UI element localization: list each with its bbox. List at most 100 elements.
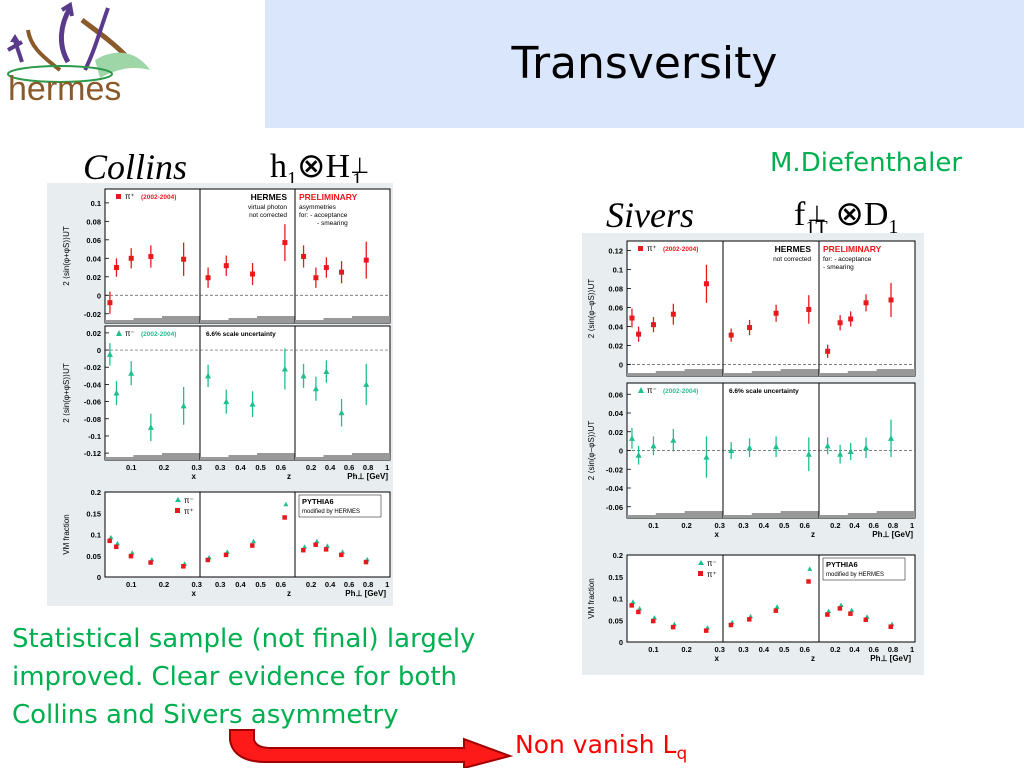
- vm-point-pi-plus: [848, 611, 853, 616]
- vm-point-pi-minus: [251, 538, 257, 544]
- vm-point-pi-minus: [838, 602, 844, 607]
- collins-formula-h-sub: 1: [287, 167, 297, 190]
- collins-formula: h1⊗H ⊥ 1: [270, 146, 369, 191]
- x-axis-label: z: [811, 530, 815, 539]
- sivers-formula-f: f: [794, 196, 806, 233]
- data-point: [747, 325, 753, 331]
- y-tick-label: 0.12: [608, 247, 623, 256]
- hermes-label: HERMES: [775, 244, 812, 254]
- data-point: [338, 409, 345, 416]
- vm-x-tick-label: 0.6: [344, 580, 354, 589]
- data-point: [837, 320, 843, 326]
- y-tick-label: 0.1: [613, 266, 623, 275]
- vm-y-tick-label: 0.1: [91, 531, 101, 540]
- x-tick-label: 0.6: [799, 521, 809, 530]
- vm-point-pi-minus: [774, 604, 780, 609]
- data-point: [181, 256, 187, 262]
- vm-x-tick-label: 1: [910, 645, 914, 654]
- conclusion-text: Non vanish Lq: [515, 730, 687, 764]
- data-point: [128, 370, 135, 376]
- data-point: [628, 435, 635, 441]
- x-tick-label: 0.4: [235, 463, 246, 472]
- data-point: [313, 275, 319, 281]
- legend-marker: [638, 246, 643, 251]
- sivers-figure: 2 ⟨sin(φ−φS)⟩UT 0 0.02 0.04 0.06 0.08 0.1 0.12 π…: [582, 233, 924, 675]
- vm-x-tick-label: 0.3: [192, 580, 202, 589]
- x-tick-label: 0.1: [126, 463, 136, 472]
- logo-figure-icon: [7, 1, 150, 83]
- hermes-note: not corrected: [249, 212, 287, 219]
- collins-label: Collins: [83, 147, 188, 187]
- vm-x-tick-label: 0.3: [738, 645, 748, 654]
- data-point: [128, 255, 134, 261]
- data-point: [301, 253, 307, 259]
- vm-x-tick-label: 0.6: [276, 580, 286, 589]
- vm-point-pi-minus: [637, 605, 643, 611]
- vm-point-pi-minus: [302, 544, 308, 549]
- plot-panel: [294, 325, 391, 461]
- y-tick-label: 0.08: [86, 217, 101, 226]
- vm-x-tick-label: 0.1: [126, 580, 136, 589]
- otimes-symbol-icon: ⊗: [835, 196, 864, 233]
- data-point: [300, 372, 307, 379]
- legend-period: (2002-2004): [663, 388, 698, 395]
- vm-point-pi-minus: [283, 501, 289, 507]
- summary-text: Statistical sample (not final) largely i…: [12, 620, 552, 734]
- vm-point-pi-plus: [728, 622, 734, 628]
- vm-point-pi-plus: [128, 553, 134, 559]
- x-tick-label: 0.6: [276, 463, 286, 472]
- y-tick-label: 0.06: [86, 236, 101, 245]
- vm-legend-label: π⁺: [184, 507, 194, 516]
- data-point: [863, 444, 870, 451]
- preliminary-note: - smearing: [823, 264, 854, 271]
- collins-formula-H: H: [325, 148, 351, 185]
- vm-panel: [199, 491, 296, 578]
- data-point: [282, 240, 288, 246]
- data-point: [312, 385, 319, 392]
- vm-x-tick-label: 0.4: [759, 645, 770, 654]
- vm-x-tick-label: 0.8: [363, 580, 373, 589]
- vm-x-tick-label: 0.6: [869, 645, 879, 654]
- vm-legend-marker: [175, 497, 181, 502]
- data-point: [281, 365, 288, 372]
- preliminary-note: for: - acceptance: [299, 212, 348, 219]
- y-tick-label: 0.04: [86, 254, 101, 263]
- vm-x-tick-label: 0.5: [779, 645, 789, 654]
- data-point: [363, 381, 370, 387]
- sivers-formula-D: D: [863, 196, 889, 233]
- data-point: [746, 444, 753, 451]
- x-tick-label: 0.2: [830, 521, 840, 530]
- data-point: [863, 300, 869, 306]
- y-tick-label: -0.04: [606, 484, 624, 493]
- data-point: [249, 400, 256, 407]
- data-point: [180, 402, 187, 409]
- vm-y-axis-label: VM fraction: [587, 578, 596, 618]
- vm-y-tick-label: 0.05: [86, 552, 101, 561]
- vm-point-pi-minus: [108, 534, 114, 540]
- data-point: [703, 453, 710, 460]
- vm-point-pi-plus: [107, 538, 112, 544]
- data-point: [728, 332, 734, 338]
- hermes-note: not corrected: [773, 256, 811, 263]
- vm-point-pi-plus: [837, 606, 843, 611]
- systematic-band: [819, 511, 915, 518]
- systematic-band: [723, 511, 819, 518]
- y-axis-label: 2 ⟨sin(φ+φS)⟩UT: [62, 226, 71, 286]
- vm-y-tick-label: 0.15: [86, 509, 101, 518]
- vm-legend-label: π⁻: [184, 496, 194, 505]
- plot-panel: [818, 240, 916, 377]
- vm-x-axis-label: x: [192, 589, 197, 598]
- x-axis-label: z: [287, 472, 291, 481]
- vm-point-pi-plus: [629, 603, 634, 608]
- y-tick-label: 0.02: [86, 329, 101, 338]
- y-tick-label: 0: [619, 447, 623, 456]
- vm-point-pi-plus: [825, 612, 830, 617]
- vm-point-pi-minus: [324, 543, 330, 548]
- vm-point-pi-minus: [651, 615, 657, 620]
- data-point: [847, 448, 854, 454]
- data-point: [670, 311, 676, 317]
- vm-point-pi-plus: [888, 624, 893, 629]
- vm-y-axis-label: VM fraction: [62, 514, 71, 554]
- vm-x-tick-label: 0.2: [306, 580, 316, 589]
- x-tick-label: 0.2: [306, 463, 316, 472]
